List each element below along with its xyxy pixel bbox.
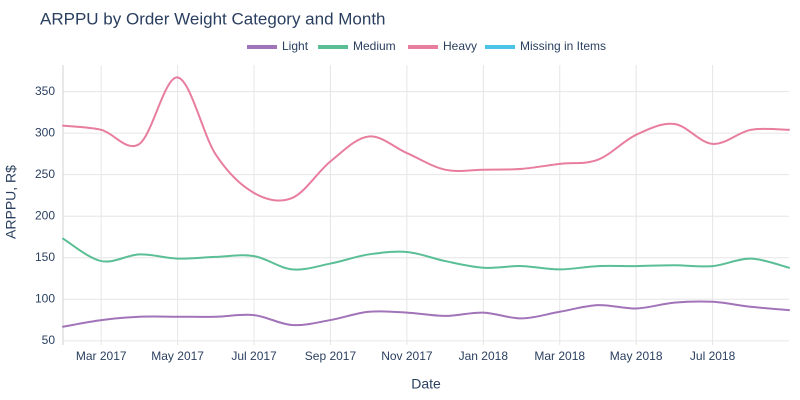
x-tick-label: Mar 2018 — [534, 349, 585, 363]
series-line — [62, 300, 790, 328]
y-axis-title: ARPPU, R$ — [3, 165, 19, 239]
x-tick-label: Jan 2018 — [459, 349, 509, 363]
legend-label: Heavy — [443, 39, 477, 53]
x-tick-label: May 2018 — [610, 349, 663, 363]
series-line — [62, 237, 790, 271]
y-tick-label: 300 — [35, 125, 55, 139]
legend-label: Medium — [353, 39, 396, 53]
x-tick-label: Mar 2017 — [76, 349, 127, 363]
x-axis-title: Date — [411, 376, 441, 392]
legend-label: Missing in Items — [520, 39, 606, 53]
y-tick-label: 100 — [35, 291, 55, 305]
x-tick-label: Jul 2018 — [690, 349, 736, 363]
x-tick-label: Jul 2017 — [231, 349, 277, 363]
x-tick-label: May 2017 — [151, 349, 204, 363]
y-tick-label: 200 — [35, 208, 55, 222]
legend-label: Light — [282, 39, 309, 53]
x-tick-label: Sep 2017 — [305, 349, 357, 363]
series-line — [62, 76, 790, 202]
y-tick-label: 150 — [35, 250, 55, 264]
chart-title: ARPPU by Order Weight Category and Month — [40, 9, 386, 28]
y-tick-label: 50 — [42, 333, 56, 347]
y-tick-label: 250 — [35, 167, 55, 181]
x-tick-label: Nov 2017 — [381, 349, 433, 363]
y-tick-label: 350 — [35, 84, 55, 98]
